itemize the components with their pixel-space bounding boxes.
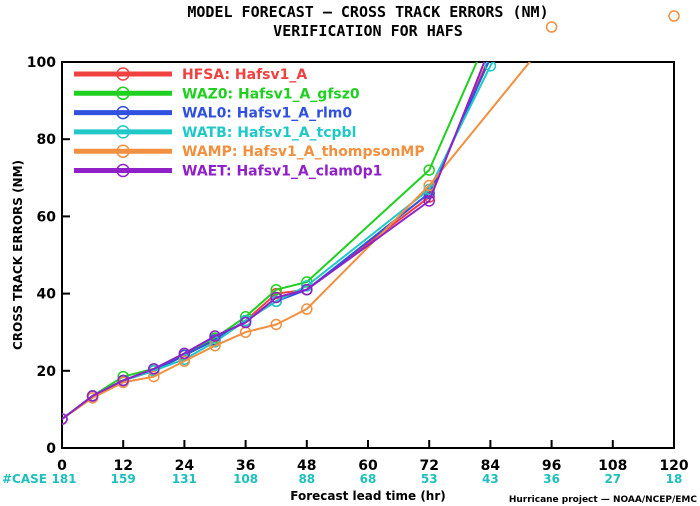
x-tick-label: 12 xyxy=(113,458,132,474)
data-point xyxy=(423,179,435,192)
y-tick-label: 40 xyxy=(37,287,57,303)
x-tick-label: 96 xyxy=(542,458,561,474)
legend-label: WAMP: Hafsv1_A_thompsonMP xyxy=(182,144,425,160)
x-tick-label: 36 xyxy=(236,458,255,474)
data-point xyxy=(148,370,160,383)
y-tick-label: 60 xyxy=(37,209,57,225)
data-point xyxy=(301,303,313,315)
y-tick-label: 20 xyxy=(37,364,57,380)
x-tick-label: 108 xyxy=(598,458,627,474)
x-axis: 0 12 24 36 48 60 72 84 96 108 120 xyxy=(57,440,689,474)
chart-subtitle: VERIFICATION FOR HAFS xyxy=(273,22,463,40)
x-tick-label: 84 xyxy=(481,458,501,474)
legend-label: WAL0: Hafsv1_A_rlm0 xyxy=(182,106,352,122)
chart-title: MODEL FORECAST — CROSS TRACK ERRORS (NM) xyxy=(187,3,548,21)
data-point xyxy=(239,316,252,329)
x-tick-label: 120 xyxy=(659,458,688,474)
legend-marker xyxy=(116,163,130,178)
legend-label: HFSA: Hafsv1_A xyxy=(182,67,307,83)
data-point xyxy=(270,291,282,304)
legend-label: WAET: Hafsv1_A_clam0p1 xyxy=(182,164,382,180)
out-of-range-point xyxy=(545,21,558,33)
out-of-range-markers xyxy=(545,10,680,33)
series-group xyxy=(62,62,531,425)
credit-label: Hurricane project — NOAA/NCEP/EMC xyxy=(509,495,698,505)
y-axis: 0 20 40 60 80 100 xyxy=(27,55,70,457)
x-tick-label: 24 xyxy=(175,458,195,474)
y-axis-label: CROSS TRACK ERRORS (NM) xyxy=(11,160,25,350)
legend-marker xyxy=(116,67,130,81)
data-point xyxy=(270,318,282,331)
data-point xyxy=(209,330,221,342)
plot-frame xyxy=(61,61,675,449)
legend-marker xyxy=(116,86,130,101)
data-point xyxy=(423,195,435,207)
legend-marker xyxy=(116,105,130,120)
x-tick-label: 0 xyxy=(57,458,67,474)
x-tick-label: 48 xyxy=(297,458,316,474)
case-counts: #CASE 181 159 131 108 88 68 53 43 36 27 18 xyxy=(2,472,682,486)
case-count: 159 xyxy=(111,472,136,486)
y-tick-label: 100 xyxy=(27,55,56,71)
case-count: 131 xyxy=(172,472,197,486)
case-count: 68 xyxy=(360,472,377,486)
case-count-label: #CASE xyxy=(2,472,47,486)
data-point xyxy=(148,363,160,375)
case-count: 36 xyxy=(543,472,560,486)
case-count: 181 xyxy=(51,472,76,486)
data-point xyxy=(86,390,99,402)
case-count: 27 xyxy=(604,472,621,486)
data-point xyxy=(178,355,191,367)
legend-label: WATB: Hafsv1_A_tcpbl xyxy=(182,125,356,141)
legend-label: WAZ0: Hafsv1_A_gfsz0 xyxy=(182,86,360,102)
data-point xyxy=(484,62,497,72)
case-count: 53 xyxy=(421,472,438,486)
data-point xyxy=(117,374,129,387)
y-tick-label: 0 xyxy=(46,441,56,457)
legend-marker xyxy=(116,144,130,158)
legend-marker xyxy=(116,125,130,139)
data-point xyxy=(270,283,282,296)
x-tick-label: 60 xyxy=(358,458,378,474)
case-count: 43 xyxy=(482,472,499,486)
case-count: 18 xyxy=(666,472,683,486)
case-count: 88 xyxy=(298,472,315,486)
data-point xyxy=(62,413,68,425)
out-of-range-point xyxy=(668,10,680,22)
data-point xyxy=(178,347,191,360)
x-tick-label: 72 xyxy=(419,458,438,474)
case-count: 108 xyxy=(233,472,258,486)
x-axis-label: Forecast lead time (hr) xyxy=(290,489,446,503)
legend: HFSA: Hafsv1_A WAZ0: Hafsv1_A_gfsz0 WAL0: … xyxy=(74,67,425,180)
data-point xyxy=(423,164,435,176)
y-tick-label: 80 xyxy=(37,132,57,148)
data-point xyxy=(301,283,313,296)
